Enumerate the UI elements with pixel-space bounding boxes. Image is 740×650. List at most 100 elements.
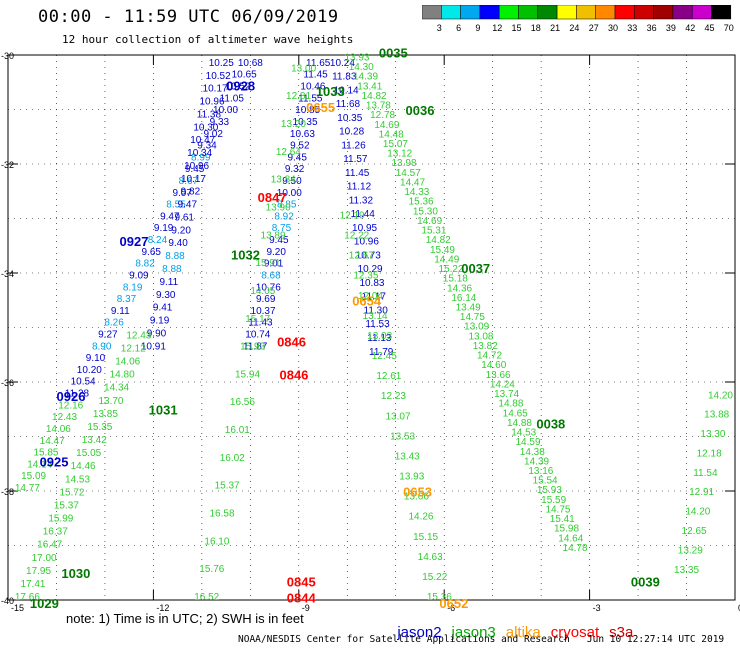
wave-height-reading: 9.02 bbox=[203, 129, 223, 140]
wave-height-reading: 15.99 bbox=[48, 514, 73, 525]
wave-height-reading: 14.75 bbox=[460, 312, 485, 323]
pass-time-label: 0036 bbox=[406, 103, 435, 118]
wave-height-reading: 14.78 bbox=[563, 543, 588, 554]
wave-height-reading: 8.67 bbox=[179, 176, 199, 187]
wave-height-reading: 9.20 bbox=[266, 247, 286, 258]
pass-time-label: 0925 bbox=[40, 454, 69, 469]
wave-height-reading: 15.49 bbox=[430, 245, 455, 256]
wave-height-reading: 12.67 bbox=[349, 251, 374, 262]
wave-height-reading: 11.32 bbox=[349, 195, 374, 206]
wave-height-reading: 11.68 bbox=[336, 99, 361, 110]
wave-height-reading: 13.49 bbox=[456, 303, 481, 314]
wave-height-reading: 14.46 bbox=[71, 461, 96, 472]
pass-time-label: 0655 bbox=[306, 100, 335, 115]
wave-height-reading: 10.83 bbox=[359, 278, 384, 289]
wave-height-reading: 14.53 bbox=[65, 474, 90, 485]
legend-cryosat: cryosat bbox=[550, 624, 600, 641]
colorbar-label: 45 bbox=[704, 23, 714, 33]
wave-height-reading: 13.41 bbox=[357, 81, 382, 92]
wave-height-reading: 13.07 bbox=[386, 411, 411, 422]
wave-height-reading: 14.39 bbox=[353, 72, 378, 83]
wave-height-reading: 15.98 bbox=[554, 524, 579, 535]
wave-height-reading: 8.55 bbox=[166, 200, 186, 211]
wave-height-reading: 12.64 bbox=[276, 147, 301, 158]
x-tick-label: -3 bbox=[593, 603, 601, 613]
wave-height-reading: 9.30 bbox=[156, 290, 176, 301]
wave-height-reading: 8.37 bbox=[117, 294, 137, 305]
wave-height-reading: 15.37 bbox=[54, 500, 79, 511]
wave-height-reading: 15.72 bbox=[59, 487, 84, 498]
wave-height-reading: 10.85 bbox=[295, 105, 320, 116]
wave-height-reading: 10.76 bbox=[256, 282, 281, 293]
wave-height-reading: 8.88 bbox=[162, 264, 182, 275]
wave-height-reading: 15.93 bbox=[537, 485, 562, 496]
colorbar-label: 70 bbox=[724, 23, 734, 33]
wave-height-reading: 14.39 bbox=[524, 456, 549, 467]
wave-height-reading: 16.56 bbox=[230, 397, 255, 408]
wave-height-reading: 12.18 bbox=[697, 448, 722, 459]
wave-height-reading: 14.60 bbox=[481, 360, 506, 371]
wave-height-reading: 15.36 bbox=[409, 197, 434, 208]
colorbar-label: 39 bbox=[666, 23, 676, 33]
wave-height-reading: 10.29 bbox=[358, 264, 383, 275]
wave-height-reading: 15.05 bbox=[76, 448, 101, 459]
credit-line: NOAA/NESDIS Center for Satellite Applica… bbox=[238, 634, 725, 645]
wave-height-reading: 12.43 bbox=[126, 330, 151, 341]
wave-height-reading: 11.54 bbox=[693, 468, 718, 479]
wave-height-reading: 15.94 bbox=[235, 369, 260, 380]
wave-height-reading: 12.81 bbox=[286, 91, 311, 102]
wave-height-reading: 14.57 bbox=[396, 168, 421, 179]
legend-jason2: jason2 bbox=[397, 624, 442, 641]
colorbar-label: 15 bbox=[511, 23, 521, 33]
pass-time-label: 1032 bbox=[231, 247, 260, 262]
wave-height-reading: 12.04 bbox=[358, 291, 383, 302]
wave-height-reading: 13.70 bbox=[98, 396, 123, 407]
wave-height-reading: 16.58 bbox=[210, 509, 235, 520]
pass-time-label: 1030 bbox=[61, 566, 90, 581]
legend-jason3: jason3 bbox=[451, 624, 496, 641]
wave-height-reading: 15.93 bbox=[240, 342, 265, 353]
wave-height-reading: 10.47 bbox=[190, 135, 215, 146]
wave-height-reading: 10.68 bbox=[238, 58, 263, 69]
wave-height-reading: 11.53 bbox=[365, 319, 390, 330]
wave-height-reading: 14.82 bbox=[362, 91, 387, 102]
wave-height-reading: 12.61 bbox=[376, 371, 401, 382]
wave-height-reading: 10.35 bbox=[337, 113, 362, 124]
wave-height-reading: 14.20 bbox=[708, 390, 733, 401]
wave-height-reading: 10.96 bbox=[184, 161, 209, 172]
wave-height-reading: 8.26 bbox=[104, 318, 124, 329]
wave-height-reading: 10.52 bbox=[206, 71, 231, 82]
pass-time-label: 1031 bbox=[149, 403, 178, 418]
pass-time-label: 0926 bbox=[57, 389, 86, 404]
wave-height-reading: 12.45 bbox=[372, 351, 397, 362]
wave-height-reading: 14.33 bbox=[404, 187, 429, 198]
colorbar-label: 12 bbox=[492, 23, 502, 33]
pass-time-label: 1029 bbox=[30, 596, 59, 611]
wave-height-reading: 8.92 bbox=[274, 211, 294, 222]
wave-height-reading: 13.93 bbox=[399, 472, 424, 483]
wave-height-reading: 15.31 bbox=[421, 226, 446, 237]
x-tick-label: -6 bbox=[447, 603, 455, 613]
wave-height-reading: 13.74 bbox=[494, 389, 519, 400]
colorbar-label: 6 bbox=[456, 23, 461, 33]
colorbar-label: 33 bbox=[627, 23, 637, 33]
wave-height-reading: 9.19 bbox=[150, 316, 170, 327]
legend-s3a: s3a bbox=[609, 624, 634, 641]
wave-height-reading: 10.00 bbox=[277, 188, 302, 199]
wave-height-reading: 9.45 bbox=[287, 152, 307, 163]
wave-height-reading: 9.32 bbox=[285, 164, 305, 175]
wave-height-reading: 8.99 bbox=[191, 152, 211, 163]
wave-height-reading: 14.88 bbox=[507, 418, 532, 429]
y-tick-label: -32 bbox=[1, 160, 14, 170]
x-tick-label: -12 bbox=[156, 603, 169, 613]
wave-height-reading: 11.43 bbox=[248, 318, 273, 329]
wave-height-reading: 13.78 bbox=[366, 101, 391, 112]
wave-height-reading: 9.01 bbox=[264, 259, 284, 270]
wave-height-reading: 17.66 bbox=[15, 592, 40, 603]
wave-height-reading: 13.30 bbox=[700, 429, 725, 440]
wave-height-reading: 12.16 bbox=[58, 400, 83, 411]
wave-height-reading: 13.35 bbox=[674, 565, 699, 576]
wave-height-reading: 14.20 bbox=[685, 507, 710, 518]
y-tick-label: -40 bbox=[1, 596, 14, 606]
pass-time-label: 0846 bbox=[277, 335, 306, 350]
